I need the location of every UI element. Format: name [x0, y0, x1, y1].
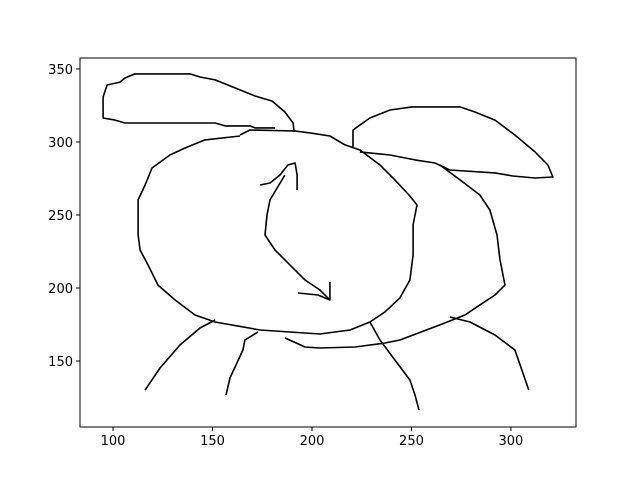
y-tick-label: 250: [48, 209, 73, 224]
stroke-line: [449, 316, 530, 391]
x-tick-label: 150: [200, 434, 225, 449]
stroke-line: [369, 321, 420, 411]
stroke-line: [264, 174, 331, 301]
stroke-line: [225, 331, 259, 396]
x-tick-label: 300: [499, 434, 524, 449]
y-tick-label: 350: [48, 63, 73, 78]
x-tick-label: 100: [101, 434, 126, 449]
y-tick-label: 300: [48, 136, 73, 151]
stroke-line: [102, 73, 295, 133]
stroke-line: [259, 162, 298, 190]
stroke-line: [137, 129, 418, 335]
plot-frame: [79, 57, 577, 428]
x-tick-label: 200: [300, 434, 325, 449]
x-tick-label: 250: [399, 434, 424, 449]
stroke-line: [298, 282, 331, 301]
stroke-line: [352, 106, 554, 179]
y-tick-label: 200: [48, 282, 73, 297]
stroke-line: [284, 164, 506, 349]
stroke-line: [144, 319, 216, 391]
y-tick-label: 150: [48, 355, 73, 370]
